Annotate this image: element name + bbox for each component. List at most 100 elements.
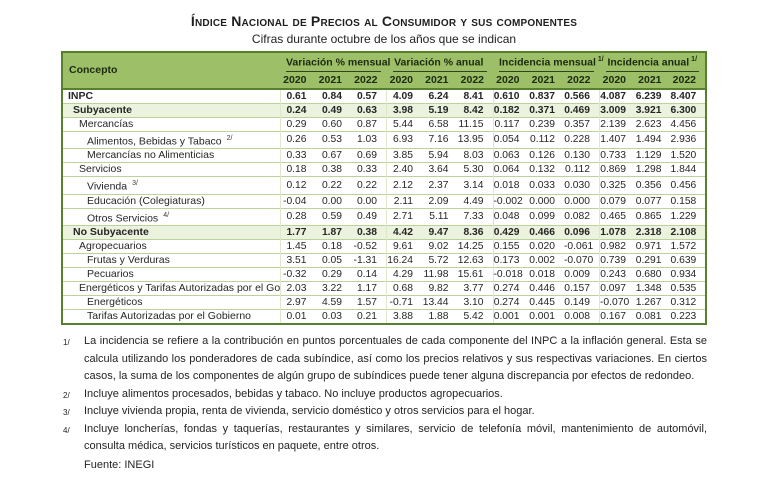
cell-variacion-mensual-2022: 0.63 <box>351 102 387 117</box>
group-label: Variación % anual <box>394 56 484 69</box>
cell-incidencia-anual-2022: 0.934 <box>670 267 706 282</box>
cell-incidencia-anual-2021: 0.356 <box>635 176 671 194</box>
cell-variacion-anual-2021: 6.24 <box>422 88 458 103</box>
column-header-concepto: Concepto <box>62 52 280 89</box>
cell-incidencia-mensual-2020: 0.182 <box>492 102 529 117</box>
row-label: INPC <box>68 89 94 102</box>
cell-variacion-mensual-2021: 0.53 <box>315 130 351 149</box>
cell-variacion-anual-2021: 5.19 <box>422 102 458 117</box>
cell-incidencia-mensual-2022: 0.096 <box>564 225 600 240</box>
cell-incidencia-anual-2020: 0.739 <box>599 253 635 268</box>
cell-incidencia-mensual-2020: -0.002 <box>492 193 529 208</box>
cell-variacion-mensual-2021: 0.49 <box>315 102 351 117</box>
cell-variacion-anual-2022: 8.42 <box>457 102 493 117</box>
cell-variacion-mensual-2020: 0.33 <box>279 148 316 163</box>
row-label: Mercancías no Alimenticias <box>87 149 215 161</box>
cell-incidencia-mensual-2020: 0.429 <box>492 225 529 240</box>
cell-variacion-anual-2020: 2.71 <box>386 207 422 226</box>
cell-incidencia-anual-2021: 0.081 <box>635 309 671 324</box>
group-label: Incidencia mensual <box>499 56 596 69</box>
footnotes: 1/La incidencia se refiere a la contribu… <box>61 333 707 474</box>
cell-variacion-mensual-2021: 0.29 <box>315 267 351 282</box>
table-row: Servicios 0.18 0.38 0.33 2.40 3.64 5.30 … <box>62 162 706 177</box>
cell-variacion-mensual-2021: 0.03 <box>315 309 351 324</box>
footnote-ref: 1/ <box>691 56 698 63</box>
cell-incidencia-anual-2022: 1.572 <box>670 239 706 254</box>
cell-incidencia-anual-2021: 3.921 <box>635 102 671 117</box>
cell-variacion-mensual-2020: 2.03 <box>279 281 316 296</box>
cell-variacion-anual-2021: 9.02 <box>422 239 458 254</box>
cell-incidencia-mensual-2022: 0.030 <box>564 176 600 194</box>
cell-incidencia-anual-2022: 0.223 <box>670 309 706 324</box>
cell-incidencia-mensual-2022: 0.228 <box>564 130 600 149</box>
inpc-table: Concepto Variación % mensual Variación %… <box>61 51 707 325</box>
cell-incidencia-anual-2021: 6.239 <box>635 88 671 103</box>
cell-incidencia-anual-2022: 0.535 <box>670 281 706 296</box>
cell-variacion-mensual-2022: 1.57 <box>351 295 387 310</box>
cell-variacion-anual-2020: 0.68 <box>386 281 422 296</box>
row-label: Energéticos <box>87 296 143 308</box>
cell-incidencia-mensual-2021: 0.112 <box>528 130 564 149</box>
cell-variacion-mensual-2020: 1.45 <box>279 239 316 254</box>
cell-variacion-anual-2020: 3.85 <box>386 148 422 163</box>
year-header: 2021 <box>422 71 458 89</box>
cell-incidencia-anual-2022: 1.844 <box>670 162 706 177</box>
cell-incidencia-anual-2021: 0.077 <box>635 193 671 208</box>
table-row: Frutas y Verduras 3.51 0.05 -1.31 16.24 … <box>62 253 706 268</box>
cell-variacion-mensual-2022: 0.49 <box>351 207 387 226</box>
cell-variacion-mensual-2020: 0.61 <box>279 88 316 103</box>
cell-variacion-mensual-2021: 0.22 <box>315 176 351 194</box>
year-header: 2021 <box>315 71 351 89</box>
row-label: Pecuarios <box>87 268 134 280</box>
cell-variacion-mensual-2020: -0.32 <box>279 267 316 282</box>
cell-incidencia-anual-2020: 1.078 <box>599 225 635 240</box>
table-row: Vivienda 3/ 0.12 0.22 0.22 2.12 2.37 3.14… <box>62 176 706 194</box>
cell-variacion-mensual-2021: 0.00 <box>315 193 351 208</box>
cell-incidencia-anual-2020: 0.167 <box>599 309 635 324</box>
cell-variacion-mensual-2021: 0.18 <box>315 239 351 254</box>
footnote-ref: 1/ <box>597 56 604 63</box>
cell-incidencia-anual-2022: 1.520 <box>670 148 706 163</box>
cell-incidencia-mensual-2020: 0.610 <box>492 88 529 103</box>
cell-incidencia-mensual-2021: 0.002 <box>528 253 564 268</box>
row-label: Vivienda <box>87 180 128 193</box>
cell-variacion-anual-2020: 3.98 <box>386 102 422 117</box>
cell-variacion-mensual-2022: 1.17 <box>351 281 387 296</box>
footnote-ref: 4/ <box>163 211 170 219</box>
cell-variacion-mensual-2020: -0.04 <box>279 193 316 208</box>
cell-incidencia-mensual-2022: 0.082 <box>564 207 600 226</box>
cell-incidencia-mensual-2020: -0.018 <box>492 267 529 282</box>
footnote-marker: 3/ <box>63 408 70 417</box>
cell-incidencia-mensual-2021: 0.099 <box>528 207 564 226</box>
cell-incidencia-mensual-2022: 0.157 <box>564 281 600 296</box>
cell-incidencia-mensual-2020: 0.064 <box>492 162 529 177</box>
cell-incidencia-anual-2021: 0.971 <box>635 239 671 254</box>
cell-incidencia-anual-2020: 0.097 <box>599 281 635 296</box>
cell-incidencia-mensual-2020: 0.018 <box>492 176 529 194</box>
cell-incidencia-anual-2020: 4.087 <box>599 88 635 103</box>
cell-incidencia-mensual-2021: 0.132 <box>528 162 564 177</box>
cell-variacion-mensual-2021: 0.05 <box>315 253 351 268</box>
cell-incidencia-anual-2022: 0.158 <box>670 193 706 208</box>
cell-incidencia-mensual-2022: 0.469 <box>564 102 600 117</box>
cell-variacion-anual-2020: -0.71 <box>386 295 422 310</box>
year-header: 2022 <box>564 71 600 89</box>
cell-variacion-anual-2022: 15.61 <box>457 267 493 282</box>
cell-variacion-anual-2021: 5.72 <box>422 253 458 268</box>
cell-variacion-anual-2022: 8.03 <box>457 148 493 163</box>
footnote-text: La incidencia se refiere a la contribuci… <box>84 335 707 382</box>
footnote: 3/Incluye vivienda propia, renta de vivi… <box>61 403 707 421</box>
cell-incidencia-anual-2021: 2.623 <box>635 116 671 131</box>
cell-variacion-anual-2022: 3.14 <box>457 176 493 194</box>
cell-variacion-mensual-2020: 1.77 <box>279 225 316 240</box>
cell-incidencia-mensual-2021: 0.445 <box>528 295 564 310</box>
cell-incidencia-anual-2022: 8.407 <box>670 88 706 103</box>
cell-incidencia-mensual-2021: 0.033 <box>528 176 564 194</box>
page-subtitle: Cifras durante octubre de los años que s… <box>251 32 517 46</box>
cell-variacion-anual-2020: 4.09 <box>386 88 422 103</box>
table-row: Pecuarios -0.32 0.29 0.14 4.29 11.98 15.… <box>62 267 706 282</box>
column-group-incidencia-anual: Incidencia anual 1/ <box>599 52 706 72</box>
cell-variacion-anual-2020: 6.93 <box>386 130 422 149</box>
cell-incidencia-mensual-2020: 0.048 <box>492 207 529 226</box>
table-row: Subyacente 0.24 0.49 0.63 3.98 5.19 8.42… <box>62 102 706 117</box>
